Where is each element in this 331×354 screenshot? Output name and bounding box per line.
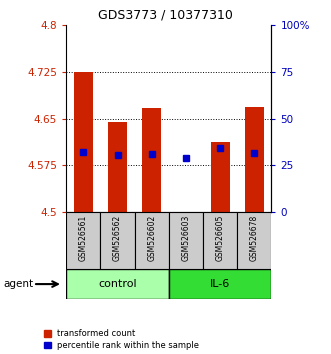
Bar: [169, 269, 271, 299]
Text: control: control: [98, 279, 137, 289]
Bar: [142, 108, 161, 212]
Text: GSM526561: GSM526561: [79, 215, 88, 261]
Bar: [135, 212, 169, 269]
Text: GSM526603: GSM526603: [181, 215, 190, 261]
Bar: [169, 212, 203, 269]
Text: agent: agent: [3, 279, 33, 289]
Text: IL-6: IL-6: [210, 279, 230, 289]
Bar: [66, 269, 169, 299]
Bar: [66, 212, 100, 269]
Legend: transformed count, percentile rank within the sample: transformed count, percentile rank withi…: [44, 329, 199, 350]
Bar: [203, 212, 237, 269]
Bar: [211, 142, 229, 212]
Text: GDS3773 / 10377310: GDS3773 / 10377310: [98, 9, 233, 22]
Bar: [108, 122, 127, 212]
Text: GSM526678: GSM526678: [250, 215, 259, 261]
Bar: [237, 212, 271, 269]
Text: GSM526605: GSM526605: [215, 215, 225, 261]
Bar: [74, 72, 93, 212]
Text: GSM526562: GSM526562: [113, 215, 122, 261]
Bar: [100, 212, 135, 269]
Text: GSM526602: GSM526602: [147, 215, 156, 261]
Bar: [245, 107, 264, 212]
